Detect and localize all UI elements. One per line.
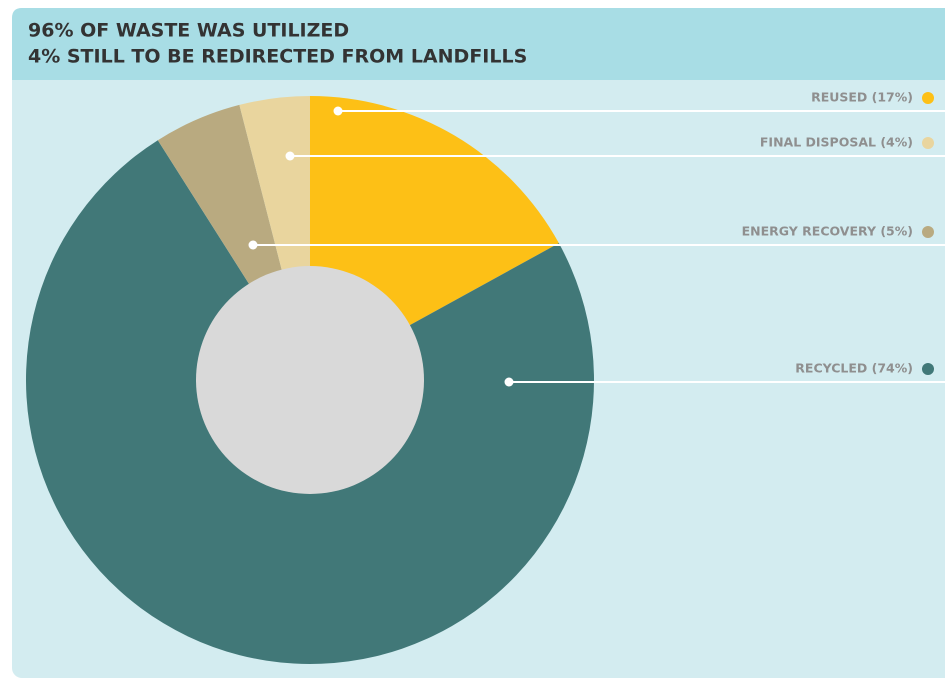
legend-marker [922,226,934,238]
legend-marker [922,92,934,104]
legend-label: FINAL DISPOSAL (4%) [760,135,913,150]
leader-dot [248,240,258,250]
donut-hole [196,266,424,494]
legend-label: ENERGY RECOVERY (5%) [742,224,913,239]
leader-dot [504,377,514,387]
leader-dot [285,151,295,161]
legend-marker [922,363,934,375]
legend-label: REUSED (17%) [811,90,913,105]
legend-label: RECYCLED (74%) [795,361,913,376]
chart-title: 96% OF WASTE WAS UTILIZED [28,20,349,42]
chart-subtitle: 4% STILL TO BE REDIRECTED FROM LANDFILLS [28,46,527,68]
header-band [12,8,945,80]
legend-marker [922,137,934,149]
leader-dot [333,106,343,116]
